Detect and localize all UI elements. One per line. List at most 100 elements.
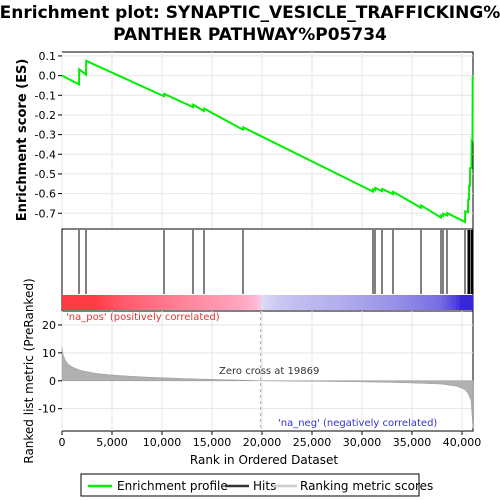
color-bar-segment bbox=[305, 295, 310, 310]
color-bar-segment bbox=[298, 295, 303, 310]
color-bar-segment bbox=[65, 295, 70, 310]
color-bar-segment bbox=[123, 295, 128, 310]
color-bar-segment bbox=[274, 295, 279, 310]
legend-label-enrichment-profile: Enrichment profile bbox=[117, 479, 228, 493]
negative-correlation-label: 'na_neg' (negatively correlated) bbox=[278, 418, 437, 429]
legend: Enrichment profile Hits Ranking metric s… bbox=[80, 473, 433, 497]
color-bar-segment bbox=[315, 295, 320, 310]
color-bar-segment bbox=[199, 295, 204, 310]
color-bar-segment bbox=[346, 295, 351, 310]
es-gridlines bbox=[61, 52, 473, 229]
x-axis-label: Rank in Ordered Dataset bbox=[190, 453, 338, 467]
color-bar-segment bbox=[92, 295, 97, 310]
color-bar-segment bbox=[257, 295, 262, 310]
x-tick-label: 40,000 bbox=[443, 436, 482, 449]
color-bar-segment bbox=[356, 295, 361, 310]
color-bar-segment bbox=[164, 295, 169, 310]
color-bar-segment bbox=[253, 295, 258, 310]
color-bar-segment bbox=[144, 295, 149, 310]
color-bar-segment bbox=[435, 295, 440, 310]
color-bar-segment bbox=[130, 295, 135, 310]
color-bar-segment bbox=[459, 295, 464, 310]
color-bar-segment bbox=[233, 295, 238, 310]
color-bar-segment bbox=[219, 295, 224, 310]
legend-label-hits: Hits bbox=[253, 479, 276, 493]
color-bar-segment bbox=[394, 295, 399, 310]
color-bar-segment bbox=[387, 295, 392, 310]
color-bar-segment bbox=[373, 295, 378, 310]
color-bar-segment bbox=[192, 295, 197, 310]
color-bar-segment bbox=[404, 295, 409, 310]
color-bar-segment bbox=[260, 295, 265, 310]
color-bar-segment bbox=[113, 295, 118, 310]
color-bar-segment bbox=[82, 295, 87, 310]
color-bar-segment bbox=[431, 295, 436, 310]
color-bar-segment bbox=[195, 295, 200, 310]
color-bar-segment bbox=[79, 295, 84, 310]
color-bar-segment bbox=[133, 295, 138, 310]
color-bar-segment bbox=[332, 295, 337, 310]
color-bar-segment bbox=[455, 295, 460, 310]
color-bar-segment bbox=[407, 295, 412, 310]
color-bar-segment bbox=[62, 295, 67, 310]
x-tick-label: 25,000 bbox=[293, 436, 332, 449]
color-bar-segment bbox=[147, 295, 152, 310]
x-tick-label: 15,000 bbox=[193, 436, 232, 449]
color-bar-segment bbox=[418, 295, 423, 310]
color-bar-segment bbox=[171, 295, 176, 310]
color-bar-segment bbox=[212, 295, 217, 310]
color-bar-segment bbox=[452, 295, 457, 310]
color-bar-segment bbox=[308, 295, 313, 310]
color-bar-segment bbox=[281, 295, 286, 310]
x-tick-label: 20,000 bbox=[243, 436, 282, 449]
color-bar-segment bbox=[366, 295, 371, 310]
es-y-tick-label: -0.4 bbox=[35, 148, 56, 161]
color-bar-segment bbox=[72, 295, 77, 310]
color-bar-segment bbox=[103, 295, 108, 310]
color-bar-segment bbox=[181, 295, 186, 310]
color-bar-segment bbox=[438, 295, 443, 310]
color-bar-segment bbox=[329, 295, 334, 310]
color-bar-segment bbox=[349, 295, 354, 310]
color-bar-segment bbox=[137, 295, 142, 310]
color-bar-segment bbox=[425, 295, 430, 310]
color-bar-segment bbox=[106, 295, 111, 310]
ranking-metric-area bbox=[61, 347, 474, 429]
x-tick-label: 10,000 bbox=[143, 436, 182, 449]
color-bar-segment bbox=[414, 295, 419, 310]
color-bar-segment bbox=[267, 295, 272, 310]
hits-markers bbox=[78, 230, 473, 294]
color-bar-segment bbox=[411, 295, 416, 310]
x-tick-label: 0 bbox=[59, 436, 66, 449]
color-bar-segment bbox=[226, 295, 231, 310]
color-bar-segment bbox=[445, 295, 450, 310]
color-bar-segment bbox=[277, 295, 282, 310]
color-bar-segment bbox=[157, 295, 162, 310]
color-bar-segment bbox=[288, 295, 293, 310]
color-bar-segment bbox=[294, 295, 299, 310]
chart-title-line-2: PANTHER PATHWAY%P05734 bbox=[113, 25, 387, 45]
es-y-axis-ticks: 0.1 0.0 -0.1 -0.2 -0.3 -0.4 -0.5 -0.6 -0.7 bbox=[35, 50, 62, 220]
x-tick-label: 5,000 bbox=[96, 436, 128, 449]
color-bar-segment bbox=[216, 295, 221, 310]
color-bar-segment bbox=[322, 295, 327, 310]
color-bar-segment bbox=[202, 295, 207, 310]
color-bar-segment bbox=[175, 295, 180, 310]
color-bar-segment bbox=[312, 295, 317, 310]
color-bar-segment bbox=[161, 295, 166, 310]
color-bar-segment bbox=[75, 295, 80, 310]
es-y-tick-label: -0.7 bbox=[35, 207, 56, 220]
color-bar-segment bbox=[243, 295, 248, 310]
color-bar-segment bbox=[421, 295, 426, 310]
color-bar-segment bbox=[270, 295, 275, 310]
legend-box bbox=[80, 473, 420, 497]
ranking-y-axis-label: Ranked list metric (PreRanked) bbox=[22, 278, 36, 463]
color-bar-segment bbox=[370, 295, 375, 310]
color-bar-segment bbox=[363, 295, 368, 310]
color-bar-segment bbox=[85, 295, 90, 310]
color-bar-segment bbox=[466, 295, 471, 310]
color-bar-segment bbox=[240, 295, 245, 310]
es-y-tick-label: 0.1 bbox=[39, 50, 57, 63]
positive-correlation-label: 'na_pos' (positively correlated) bbox=[66, 312, 220, 323]
color-bar-segment bbox=[222, 295, 227, 310]
